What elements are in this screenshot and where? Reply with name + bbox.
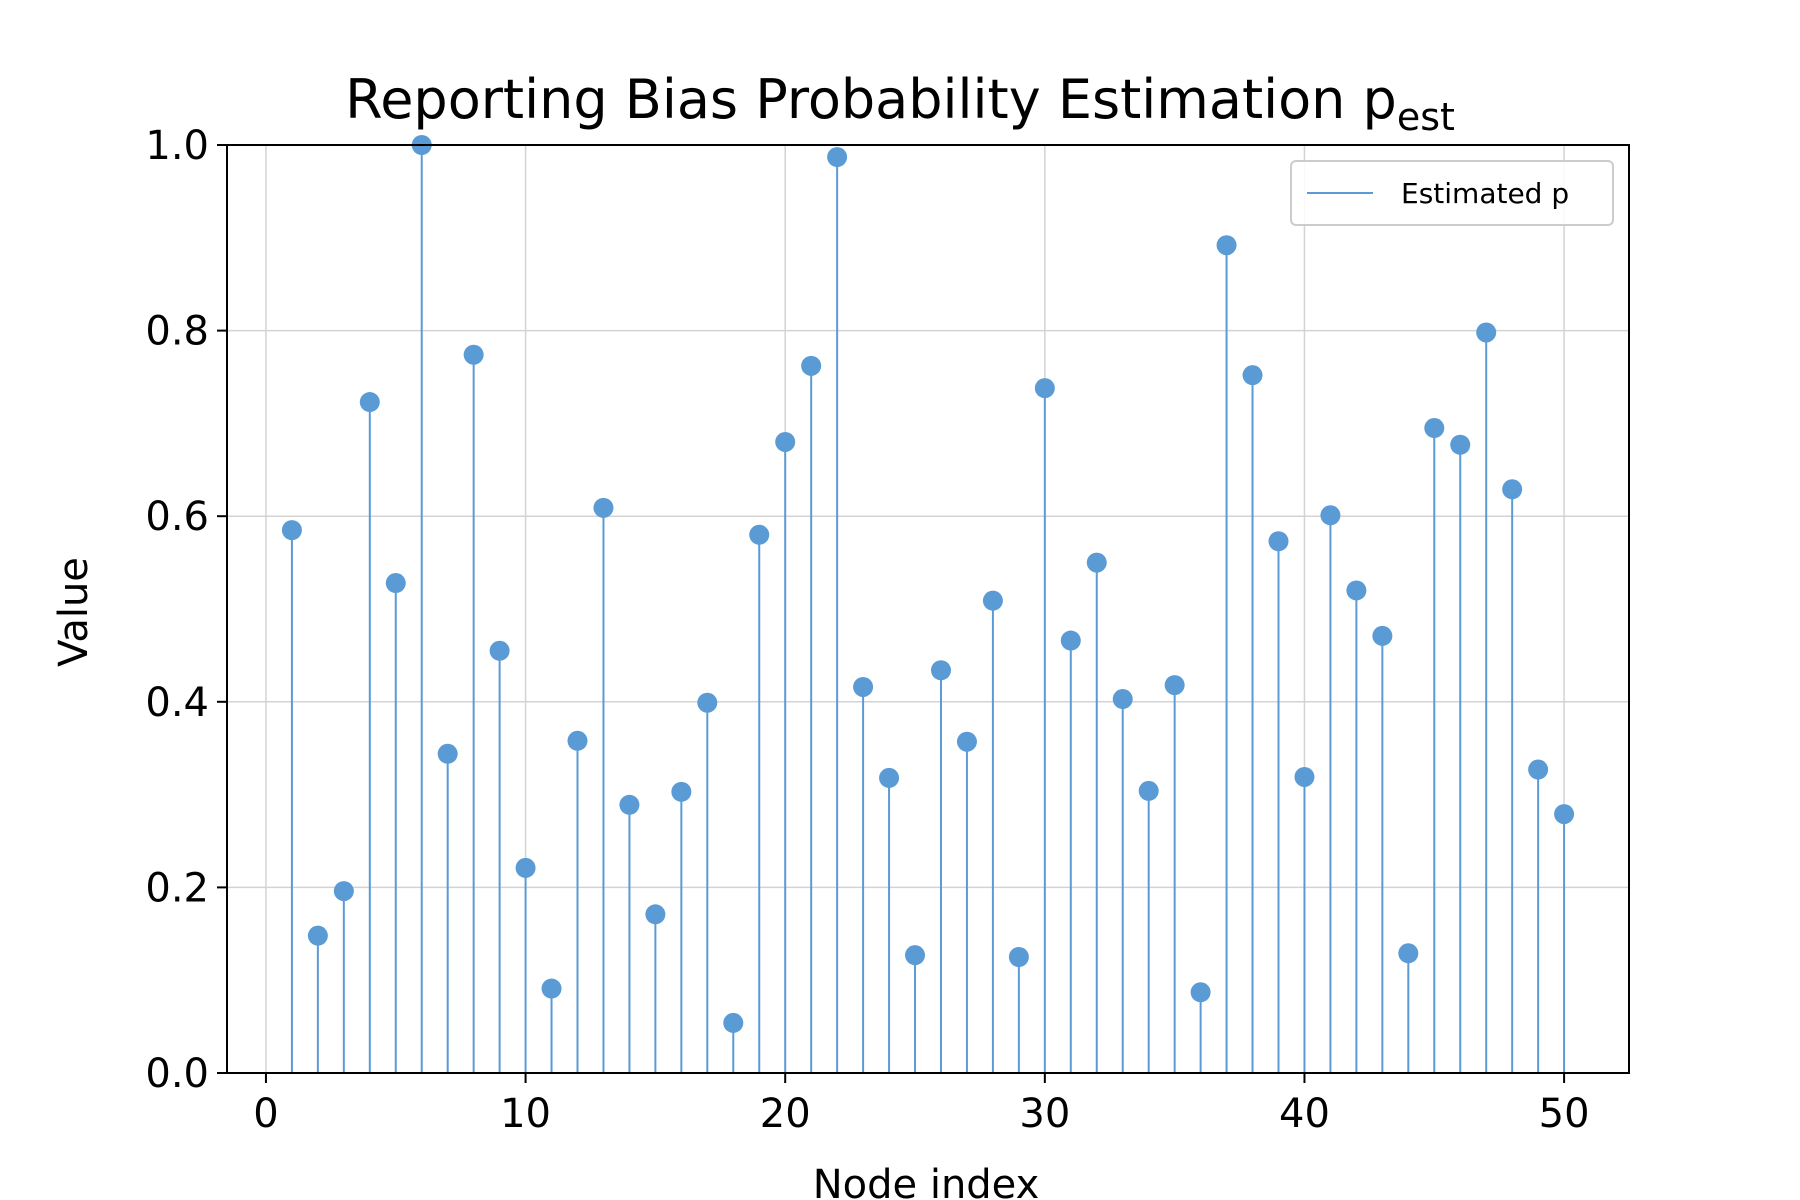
stem-marker <box>905 945 926 966</box>
stem-marker <box>333 881 354 902</box>
stem-marker <box>801 355 822 376</box>
legend: Estimated p <box>1290 160 1614 226</box>
stem-marker <box>1372 625 1393 646</box>
stem-marker <box>1398 943 1419 964</box>
y-axis-label: Value <box>51 557 97 667</box>
stem-marker <box>827 147 848 168</box>
stem-marker <box>567 730 588 751</box>
y-tick-label: 0.6 <box>145 494 209 540</box>
x-tick-label: 40 <box>1279 1091 1330 1137</box>
stem-marker <box>982 590 1003 611</box>
stem-marker <box>930 660 951 681</box>
y-tick-label: 0.8 <box>145 309 209 355</box>
y-tick-label: 0.0 <box>145 1051 209 1097</box>
stem-marker <box>1190 982 1211 1003</box>
stem-marker <box>541 978 562 999</box>
y-tick-label: 1.0 <box>145 123 209 169</box>
stem-marker <box>1294 766 1315 787</box>
chart-title-main: Reporting Bias Probability Estimation p <box>345 68 1397 131</box>
stem-marker <box>307 925 328 946</box>
x-axis-label: Node index <box>813 1162 1040 1200</box>
stem-marker <box>1424 418 1445 439</box>
stem-marker <box>749 524 770 545</box>
stem-marker <box>1216 235 1237 256</box>
stem-marker <box>775 431 796 452</box>
stem-marker <box>1008 947 1029 967</box>
stem-marker <box>1060 630 1081 651</box>
stem-marker <box>671 781 692 802</box>
x-tick-label: 50 <box>1539 1091 1590 1137</box>
stem-marker <box>1502 479 1523 500</box>
stem-marker <box>359 392 380 413</box>
x-tick-label: 0 <box>253 1091 278 1137</box>
stem-marker <box>853 676 874 697</box>
stem-marker <box>697 692 718 713</box>
chart-title-subscript: est <box>1397 95 1455 139</box>
stem-marker <box>619 794 640 815</box>
stem-marker <box>1242 365 1263 386</box>
stem-marker <box>1450 434 1471 455</box>
stem-marker <box>1554 804 1575 825</box>
stem-marker <box>879 767 900 788</box>
stem-marker <box>1476 322 1497 343</box>
markers-layer <box>281 135 1575 1033</box>
stem-marker <box>593 497 614 518</box>
stems-layer <box>290 145 1566 1073</box>
stem-marker <box>1320 505 1341 526</box>
stem-marker <box>1034 378 1055 399</box>
grid-layer <box>227 144 1629 1074</box>
chart-title: Reporting Bias Probability Estimation pe… <box>345 68 1455 139</box>
stem-marker <box>385 573 406 594</box>
x-tick-label: 30 <box>1019 1091 1070 1137</box>
ticks-layer: 0 10 20 30 40 50 0.0 0.2 0.4 0.6 0.8 1.0 <box>145 123 1589 1137</box>
stem-marker <box>1268 531 1289 552</box>
x-tick-label: 20 <box>760 1091 811 1137</box>
x-tick-label: 10 <box>500 1091 551 1137</box>
stem-marker <box>1112 689 1133 710</box>
stem-marker <box>1086 552 1107 573</box>
stem-marker <box>515 857 536 878</box>
stem-marker <box>281 520 302 541</box>
stem-marker <box>489 640 510 661</box>
stem-marker <box>723 1012 744 1033</box>
legend-box <box>1290 160 1614 226</box>
legend-label: Estimated p <box>1401 177 1569 210</box>
stem-marker <box>437 743 458 764</box>
plot-frame <box>226 144 1630 1074</box>
stem-marker <box>1164 675 1185 696</box>
stem-marker <box>1346 580 1367 601</box>
stem-marker <box>1138 780 1159 801</box>
stem-marker <box>956 731 977 752</box>
y-tick-label: 0.4 <box>145 680 209 726</box>
stem-marker <box>645 904 666 925</box>
y-tick-label: 0.2 <box>145 865 209 911</box>
stem-marker <box>1528 759 1549 780</box>
stem-marker <box>463 344 484 365</box>
